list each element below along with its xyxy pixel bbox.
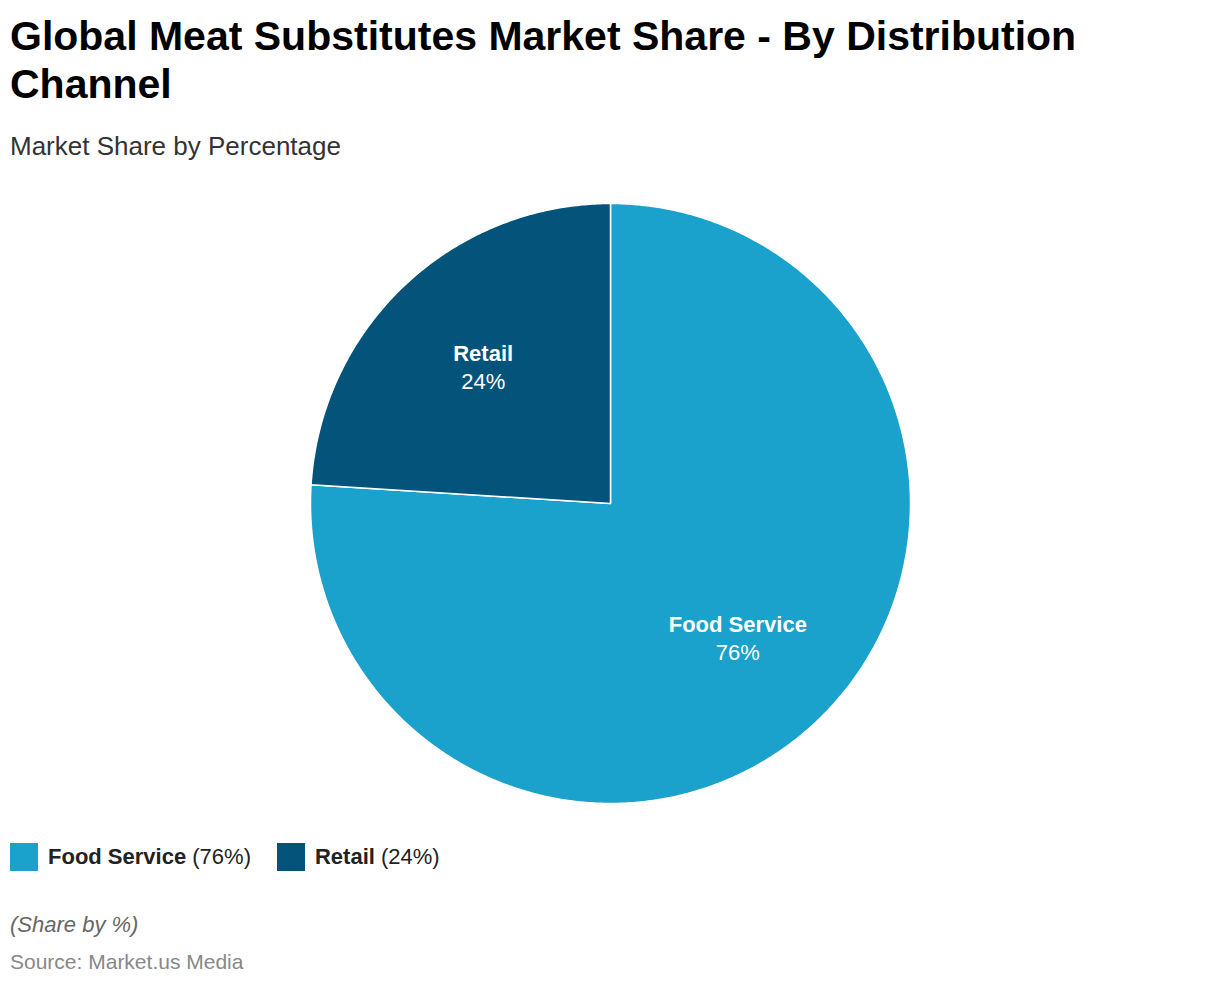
svg-text:Food Service: Food Service xyxy=(669,612,807,637)
html-text:Source: Market.us Media: Source: Market.us Media xyxy=(10,950,244,973)
html-text:(Share by %): (Share by %) xyxy=(10,912,139,937)
svg-text:76%: 76% xyxy=(716,640,760,665)
html-text:Global Meat Substitutes Market: Global Meat Substitutes Market Share - B… xyxy=(10,13,1077,107)
svg-text:24%: 24% xyxy=(461,369,505,394)
svg-text:Retail: Retail xyxy=(453,341,513,366)
html-text:Retail (24%): Retail (24%) xyxy=(315,844,440,869)
html-text:Market Share by Percentage: Market Share by Percentage xyxy=(10,131,341,161)
html-text:Food Service (76%): Food Service (76%) xyxy=(48,844,251,869)
